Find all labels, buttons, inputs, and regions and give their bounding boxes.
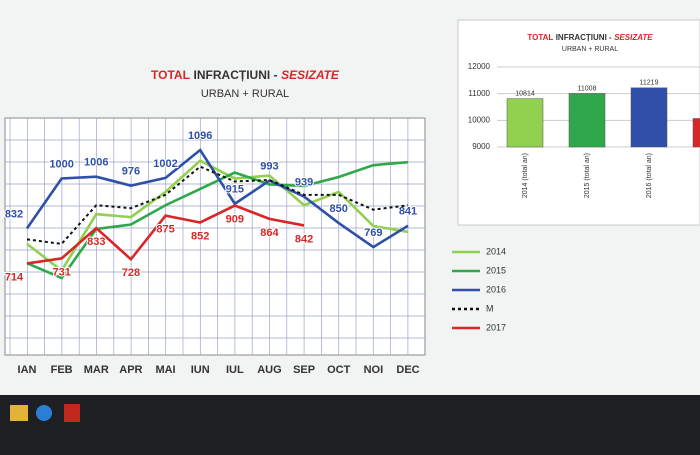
- x-tick-label: IUL: [226, 364, 244, 376]
- data-label: 909: [226, 213, 244, 225]
- data-label: 11219: [640, 80, 659, 87]
- data-label: 731: [52, 266, 70, 278]
- legend-label: M: [486, 303, 494, 313]
- legend-label: 2016: [486, 284, 506, 294]
- title-part: TOTAL: [151, 68, 190, 82]
- data-label: 1096: [188, 130, 212, 142]
- bar-chart: TOTAL INFRACȚIUNI - SESIZATE URBAN + RURAL 9…: [468, 33, 700, 198]
- series-line: [26, 160, 409, 280]
- data-label: 833: [87, 236, 105, 248]
- legend-label: 2015: [486, 265, 506, 275]
- data-label: 11008: [578, 85, 597, 92]
- x-tick-label: IUN: [191, 364, 210, 376]
- data-label: 842: [295, 233, 313, 245]
- bar: [692, 118, 700, 148]
- title-part: SESIZATE: [614, 33, 653, 42]
- x-tick-label: 2014 (total an): [522, 153, 529, 198]
- x-tick-label: FEB: [51, 364, 73, 376]
- taskbar-icon[interactable]: [64, 404, 80, 422]
- line-chart: TOTAL INFRACȚIUNI - SESIZATE URBAN + RURAL I…: [4, 68, 506, 376]
- title-part: INFRACȚIUNI -: [556, 33, 612, 42]
- series-line: [25, 148, 409, 249]
- data-label: 1000: [49, 158, 73, 170]
- series-line: [26, 165, 409, 245]
- taskbar-icon[interactable]: [36, 405, 52, 421]
- data-label: 852: [191, 230, 209, 242]
- data-label: 841: [399, 206, 417, 218]
- data-label: 10814: [515, 90, 535, 97]
- data-label: 864: [260, 227, 279, 239]
- chart-subtitle: URBAN + RURAL: [562, 46, 618, 53]
- x-tick-label: SEP: [293, 364, 315, 376]
- x-tick-label: NOI: [364, 364, 384, 376]
- y-tick-label: 10000: [468, 115, 491, 124]
- data-label: 915: [226, 184, 244, 196]
- data-label: 714: [5, 271, 24, 283]
- taskbar: [0, 395, 700, 450]
- data-label: 769: [364, 227, 382, 239]
- data-label: 993: [260, 160, 278, 172]
- taskbar-icon[interactable]: [10, 405, 28, 421]
- title-part: SESIZATE: [281, 68, 340, 82]
- data-label: 850: [330, 203, 348, 215]
- plot-area: [4, 117, 426, 356]
- x-tick-label: MAI: [155, 364, 175, 376]
- data-label: 1002: [153, 158, 177, 170]
- x-tick-label: 2016 (total an): [646, 153, 653, 198]
- x-tick-label: MAR: [84, 364, 109, 376]
- x-tick-label: OCT: [327, 364, 351, 376]
- y-tick-label: 9000: [472, 142, 490, 151]
- x-tick-label: APR: [119, 364, 142, 376]
- y-tick-label: 12000: [468, 62, 491, 71]
- bar: [506, 98, 544, 148]
- chart-title: TOTAL INFRACȚIUNI - SESIZATE: [151, 68, 340, 82]
- bar: [630, 87, 668, 148]
- x-tick-label: IAN: [18, 364, 37, 376]
- data-label: 1006: [84, 157, 108, 169]
- data-label: 832: [5, 208, 23, 220]
- y-tick-label: 11000: [468, 89, 490, 98]
- title-part: INFRACȚIUNI -: [194, 68, 278, 82]
- x-tick-label: 2015 (total an): [584, 153, 591, 198]
- data-label: 875: [156, 224, 174, 236]
- bar: [568, 93, 606, 148]
- data-label: 976: [122, 166, 140, 178]
- title-part: TOTAL: [527, 33, 553, 42]
- x-tick-label: AUG: [257, 364, 281, 376]
- chart-subtitle: URBAN + RURAL: [201, 88, 289, 100]
- series-line: [26, 204, 305, 265]
- data-label: 728: [122, 267, 140, 279]
- chart-title: TOTAL INFRACȚIUNI - SESIZATE: [527, 33, 653, 42]
- data-label: 939: [295, 177, 313, 189]
- x-tick-label: DEC: [396, 364, 419, 376]
- legend-label: 2017: [486, 322, 506, 332]
- legend-label: 2014: [486, 246, 506, 256]
